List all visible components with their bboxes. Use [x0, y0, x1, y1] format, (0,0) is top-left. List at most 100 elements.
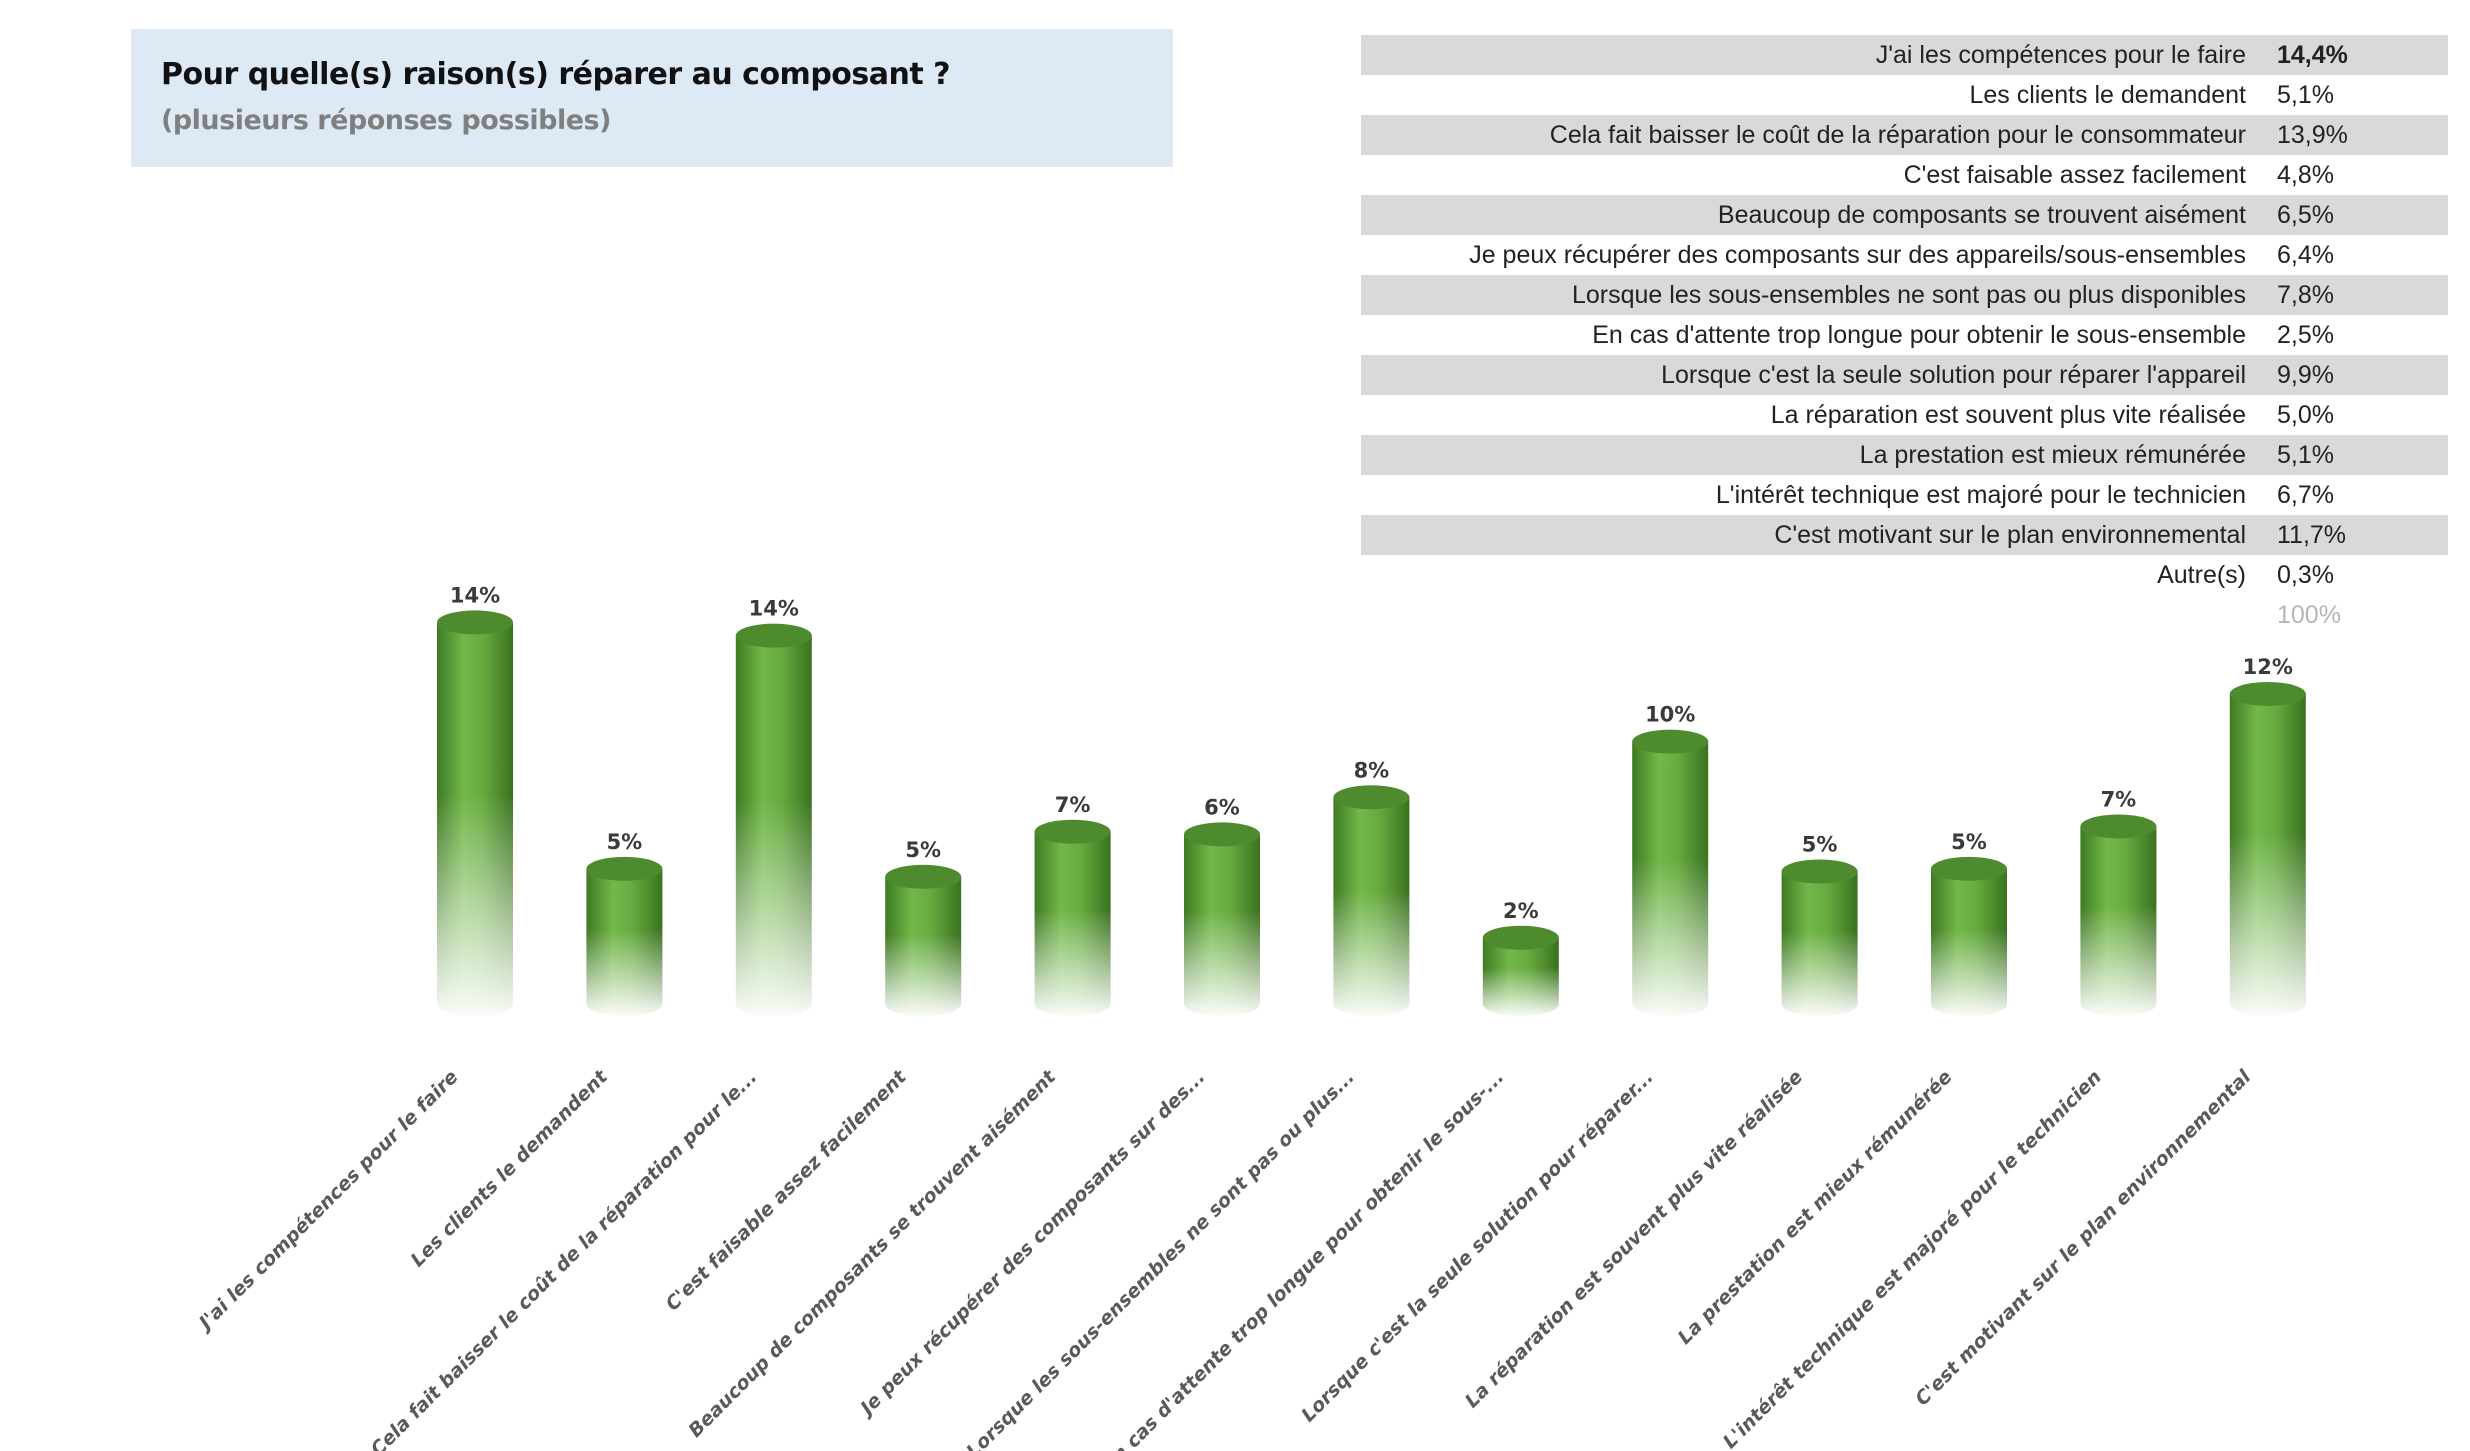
bar-top [1482, 925, 1559, 950]
row-label: Les clients le demandent [1969, 81, 2246, 109]
data-label: 10% [1645, 703, 1695, 727]
bar-fade [585, 929, 664, 1018]
row-value: 5,1% [2277, 81, 2334, 109]
data-label: 14% [749, 597, 799, 621]
bar-top [1034, 819, 1111, 844]
row-value: 0,3% [2277, 561, 2334, 589]
row-label: Beaucoup de composants se trouvent aisém… [1717, 201, 2246, 229]
bar-top [2080, 814, 2157, 839]
bar-fade [884, 934, 963, 1018]
bar-fade [2228, 833, 2307, 1018]
bar-fade [1780, 931, 1859, 1018]
x-tick-label: La prestation est mieux rémunérée [1674, 1066, 1957, 1349]
row-value: 6,4% [2277, 241, 2334, 269]
row-label: J'ai les compétences pour le faire [1875, 41, 2246, 69]
table-row: Lorsque c'est la seule solution pour rép… [1361, 355, 2448, 395]
row-label: En cas d'attente trop longue pour obteni… [1592, 321, 2246, 349]
bar-top [1333, 785, 1410, 810]
bar-fade [1033, 909, 1112, 1018]
row-label: La prestation est mieux rémunérée [1859, 441, 2246, 469]
bar-top [1781, 859, 1858, 884]
row-value: 14,4% [2277, 41, 2348, 69]
chart-title: Pour quelle(s) raison(s) réparer au comp… [161, 57, 951, 92]
row-value: 5,1% [2277, 441, 2334, 469]
x-tick-label: Je peux récupérer des composants sur des… [854, 1066, 1210, 1422]
data-label: 7% [2101, 787, 2137, 811]
row-label: Lorsque c'est la seule solution pour rép… [1661, 361, 2246, 389]
bar [1183, 822, 1261, 1017]
x-tick-label: C'est motivant sur le plan environnement… [1911, 1066, 2256, 1411]
row-label: Lorsque les sous-ensembles ne sont pas o… [1571, 281, 2246, 309]
bar-fade [1332, 890, 1411, 1018]
bar-fade [1631, 859, 1710, 1018]
bar [1332, 785, 1411, 1018]
row-value: 6,5% [2277, 201, 2334, 229]
chart-subtitle: (plusieurs réponses possibles) [161, 105, 611, 136]
bar-top [1931, 856, 2007, 881]
bar-fade [1930, 929, 2008, 1017]
bar-top [735, 623, 812, 648]
table-row: C'est motivant sur le plan environnement… [1361, 515, 2448, 555]
table-row: Autre(s) 0,3% [1361, 555, 2448, 595]
table-total-row: 100% [1361, 595, 2448, 635]
bar [1481, 925, 1560, 1018]
table-row: En cas d'attente trop longue pour obteni… [1361, 315, 2448, 355]
row-label: C'est motivant sur le plan environnement… [1774, 521, 2246, 549]
row-label: Je peux récupérer des composants sur des… [1469, 241, 2246, 269]
data-label: 2% [1503, 899, 1539, 923]
bar [2079, 814, 2158, 1018]
table-row: Je peux récupérer des composants sur des… [1361, 235, 2448, 275]
row-label: Cela fait baisser le coût de la réparati… [1549, 121, 2246, 149]
table-row: Les clients le demandent 5,1% [1361, 75, 2448, 115]
title-box: Pour quelle(s) raison(s) réparer au comp… [131, 29, 1173, 167]
data-label: 14% [450, 583, 500, 607]
table-row: Beaucoup de composants se trouvent aisém… [1361, 195, 2448, 235]
bar-fade [436, 794, 514, 1017]
row-label: Autre(s) [2157, 561, 2246, 589]
bar [2228, 681, 2307, 1018]
row-label: C'est faisable assez facilement [1903, 161, 2246, 189]
values-table: J'ai les compétences pour le faire 14,4% L… [1361, 35, 2448, 635]
bar [436, 610, 514, 1017]
bar-fade [734, 801, 813, 1018]
table-row: Cela fait baisser le coût de la réparati… [1361, 115, 2448, 155]
bar [1930, 856, 2008, 1017]
bar [1780, 859, 1859, 1018]
table-row: L'intérêt technique est majoré pour le t… [1361, 475, 2448, 515]
row-value: 2,5% [2277, 321, 2334, 349]
bar [884, 864, 963, 1018]
data-label: 8% [1354, 758, 1390, 782]
bar [734, 623, 813, 1018]
bar [1033, 819, 1112, 1018]
x-tick-label: Beaucoup de composants se trouvent aisém… [684, 1065, 1060, 1441]
data-label: 5% [607, 830, 643, 854]
x-tick-label: Lorsque c'est la seule solution pour rép… [1297, 1066, 1657, 1426]
total-value: 100% [2277, 601, 2341, 629]
table-row: Lorsque les sous-ensembles ne sont pas o… [1361, 275, 2448, 315]
row-value: 11,7% [2277, 521, 2347, 549]
data-label: 6% [1204, 795, 1240, 819]
x-tick-label: La réparation est souvent plus vite réal… [1461, 1066, 1807, 1412]
data-label: 5% [905, 838, 941, 862]
table-row: C'est faisable assez facilement 4,8% [1361, 155, 2448, 195]
table-row: J'ai les compétences pour le faire 14,4% [1361, 35, 2448, 75]
row-value: 4,8% [2277, 161, 2334, 189]
bar-top [1632, 729, 1709, 754]
bar-fade [2079, 906, 2158, 1018]
x-tick-label: J'ai les compétences pour le faire [192, 1066, 462, 1336]
bar-top [2229, 681, 2306, 706]
row-value: 9,9% [2277, 361, 2334, 389]
row-label: La réparation est souvent plus vite réal… [1770, 401, 2246, 429]
x-tick-label: C'est faisable assez facilement [661, 1065, 911, 1315]
bar-top [437, 610, 513, 635]
bar-top [1184, 822, 1260, 847]
data-label: 12% [2243, 655, 2293, 679]
bar [1631, 729, 1710, 1018]
bar-fade [1481, 967, 1560, 1018]
bar-fade [1183, 910, 1261, 1017]
bar-top [586, 856, 663, 881]
row-label: L'intérêt technique est majoré pour le t… [1715, 481, 2246, 509]
bar [585, 856, 664, 1018]
row-value: 6,7% [2277, 481, 2334, 509]
